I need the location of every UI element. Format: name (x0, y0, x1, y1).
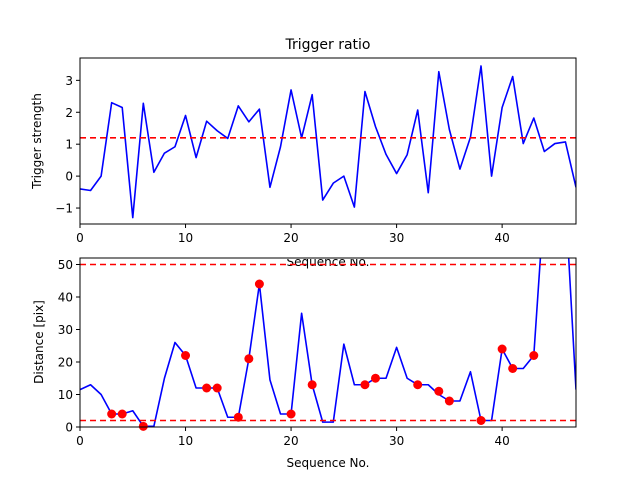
x-tick-label: 10 (178, 231, 193, 245)
x-tick-label: 20 (283, 231, 298, 245)
marker-point (497, 344, 507, 354)
marker-point (202, 383, 212, 393)
plot-frame (79, 257, 577, 428)
marker-point (434, 386, 444, 396)
y-tick-label: 2 (65, 106, 73, 120)
y-tick-label: 30 (58, 323, 73, 337)
marker-point (107, 409, 117, 419)
x-axis-label: Sequence No. (287, 456, 370, 470)
marker-point (529, 351, 539, 360)
marker-point (233, 412, 243, 422)
x-tick-label: 0 (76, 231, 84, 245)
marker-point (244, 354, 254, 364)
axis-ticks: 0 10 20 30 40 0 10 20 30 40 50 (58, 258, 510, 448)
y-tick-label: 3 (65, 74, 73, 88)
x-tick-label: 0 (76, 434, 84, 448)
series-line (80, 65, 576, 219)
series-line (80, 258, 576, 427)
axis-ticks: 0 10 20 30 40 −1 0 1 2 3 (55, 74, 509, 245)
y-axis-label: Distance [pix] (32, 300, 46, 384)
marker-point (508, 364, 518, 373)
marker-layer (107, 279, 539, 431)
marker-point (286, 409, 296, 419)
series-layer (80, 258, 576, 427)
x-tick-label: 30 (389, 231, 404, 245)
y-tick-label: 50 (58, 258, 73, 272)
y-tick-label: 0 (65, 421, 73, 435)
marker-point (476, 416, 486, 425)
x-tick-label: 10 (178, 434, 193, 448)
marker-point (254, 279, 264, 289)
x-tick-label: 30 (389, 434, 404, 448)
x-tick-label: 40 (494, 231, 509, 245)
plot-frame (79, 57, 577, 225)
marker-point (117, 409, 127, 419)
marker-point (360, 380, 370, 390)
y-tick-label: 0 (65, 170, 73, 184)
y-tick-label: 20 (58, 356, 73, 370)
marker-point (307, 380, 317, 390)
y-tick-label: 10 (58, 388, 73, 402)
marker-point (181, 351, 191, 360)
distance-plot: 0 10 20 30 40 0 10 20 30 40 50 Sequence No. Distan… (32, 257, 577, 470)
marker-point (370, 373, 380, 383)
marker-point (212, 383, 222, 393)
plot-title: Trigger ratio (284, 37, 370, 53)
marker-point (444, 396, 454, 406)
reference-lines (80, 263, 576, 422)
y-axis-label: Trigger strength (30, 93, 44, 190)
series-layer (80, 65, 576, 219)
x-tick-label: 40 (494, 434, 509, 448)
marker-point (138, 421, 148, 431)
y-tick-label: 1 (65, 138, 73, 152)
y-tick-label: −1 (55, 202, 73, 216)
x-tick-label: 20 (283, 434, 298, 448)
marker-point (413, 380, 423, 390)
y-tick-label: 40 (58, 291, 73, 305)
